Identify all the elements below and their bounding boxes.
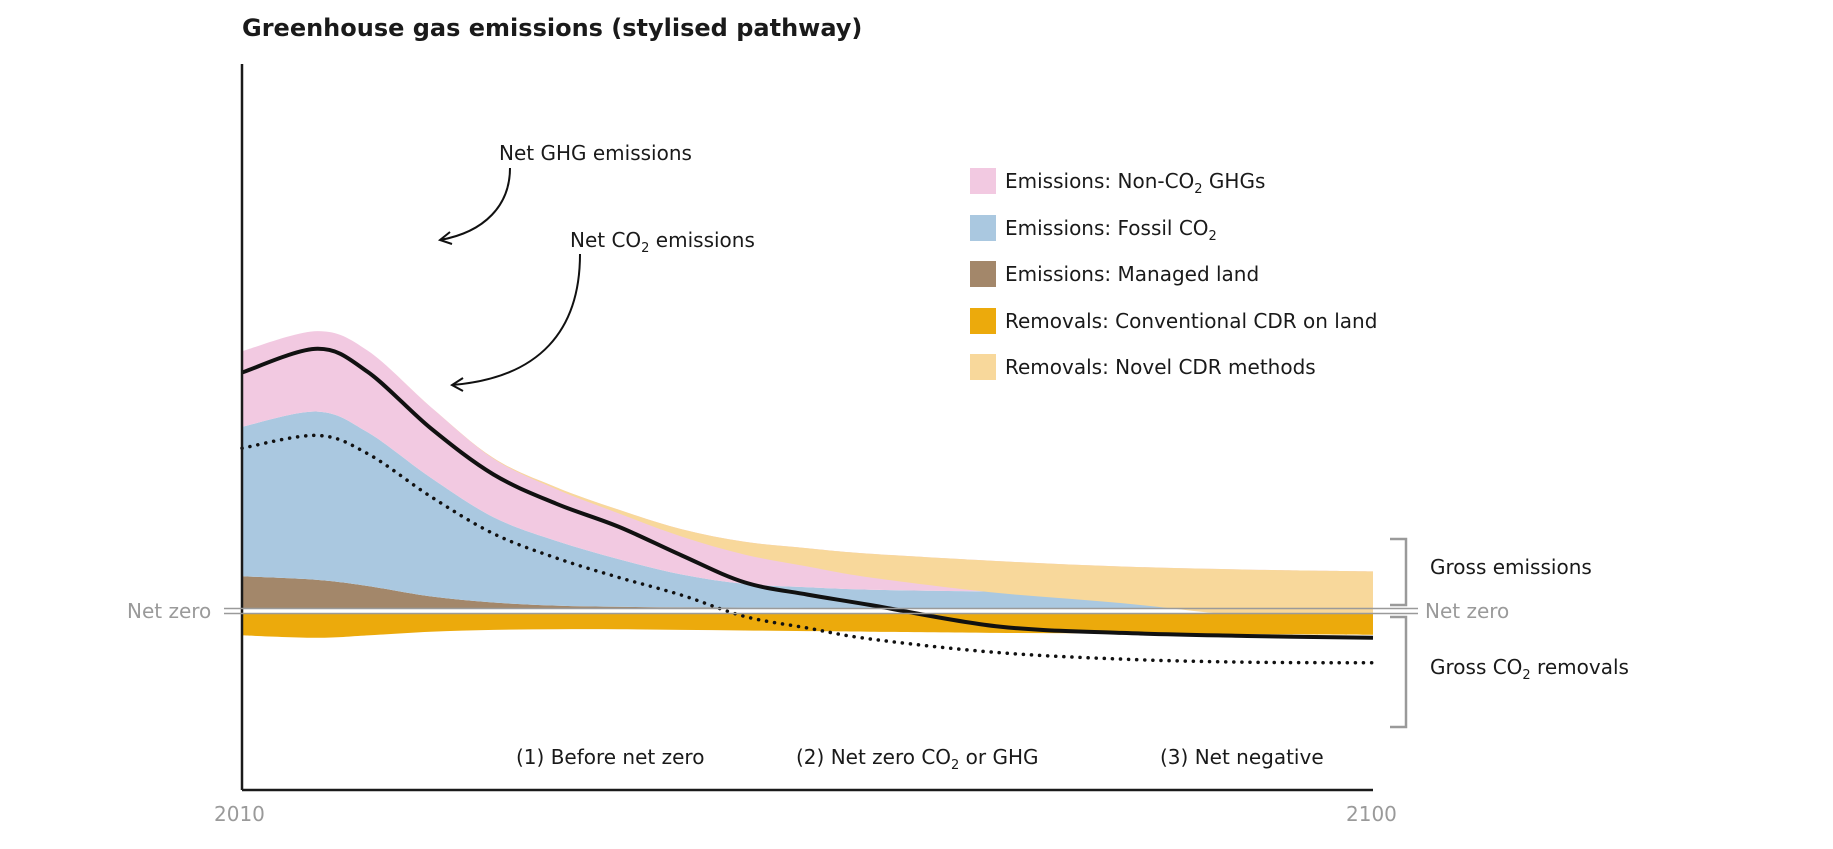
x-end-label: 2100 (1346, 802, 1397, 826)
legend-label: Emissions: Fossil CO2 (1005, 215, 1217, 244)
line-net-ghg-emissions (241, 346, 1374, 640)
chart-title: Greenhouse gas emissions (stylised pathw… (242, 14, 863, 42)
axes (224, 64, 1418, 792)
legend-label: Emissions: Non-CO2 GHGs (1005, 169, 1266, 197)
gross-removals-bracket (1390, 615, 1408, 729)
gross-removals-label: Gross CO2 removals (1430, 655, 1629, 683)
legend-swatch (970, 354, 996, 380)
legend-item: Emissions: Fossil CO2 (970, 214, 1377, 262)
legend: Emissions: Non-CO2 GHGs Emissions: Fossil… (970, 168, 1377, 401)
net-co2-label: Net CO2 emissions (570, 228, 755, 256)
gross-emissions-bracket (1390, 537, 1408, 607)
line-net-co-emissions (240, 433, 1375, 665)
legend-swatch (970, 168, 996, 194)
area-emissions-fossil-co- (242, 411, 1373, 609)
phase-1-label: (1) Before net zero (516, 745, 705, 769)
annotation-arrows (437, 167, 581, 392)
net-ghg-label: Net GHG emissions (499, 141, 692, 165)
phase-3-label: (3) Net negative (1160, 745, 1324, 769)
x-start-label: 2010 (214, 802, 265, 826)
legend-item: Removals: Novel CDR methods (970, 354, 1377, 401)
net-ghg-arrow (439, 167, 511, 241)
legend-swatch (970, 261, 996, 287)
legend-label: Removals: Conventional CDR on land (1005, 308, 1378, 333)
net-zero-right-label: Net zero (1425, 599, 1510, 623)
net-zero-left-label: Net zero (127, 599, 212, 623)
legend-swatch (970, 214, 996, 241)
area-removals-novel-cdr-methods (242, 331, 1373, 620)
area-emissions-non-co-ghgs (242, 331, 1373, 594)
net-co2-arrowhead (450, 377, 464, 392)
legend-label: Emissions: Managed land (1005, 262, 1260, 286)
net-ghg-arrowhead (437, 231, 453, 245)
area-emissions-managed-land (242, 576, 1373, 609)
legend-label: Removals: Novel CDR methods (1005, 355, 1316, 379)
net-lines (240, 346, 1375, 665)
legend-swatch (970, 307, 996, 334)
legend-item: Emissions: Non-CO2 GHGs (970, 168, 1377, 215)
gross-emissions-label: Gross emissions (1430, 555, 1592, 579)
legend-item: Emissions: Managed land (970, 261, 1377, 308)
net-co2-arrow (451, 253, 581, 386)
legend-item: Removals: Conventional CDR on land (970, 307, 1378, 355)
phase-2-label: (2) Net zero CO2 or GHG (796, 745, 1039, 773)
